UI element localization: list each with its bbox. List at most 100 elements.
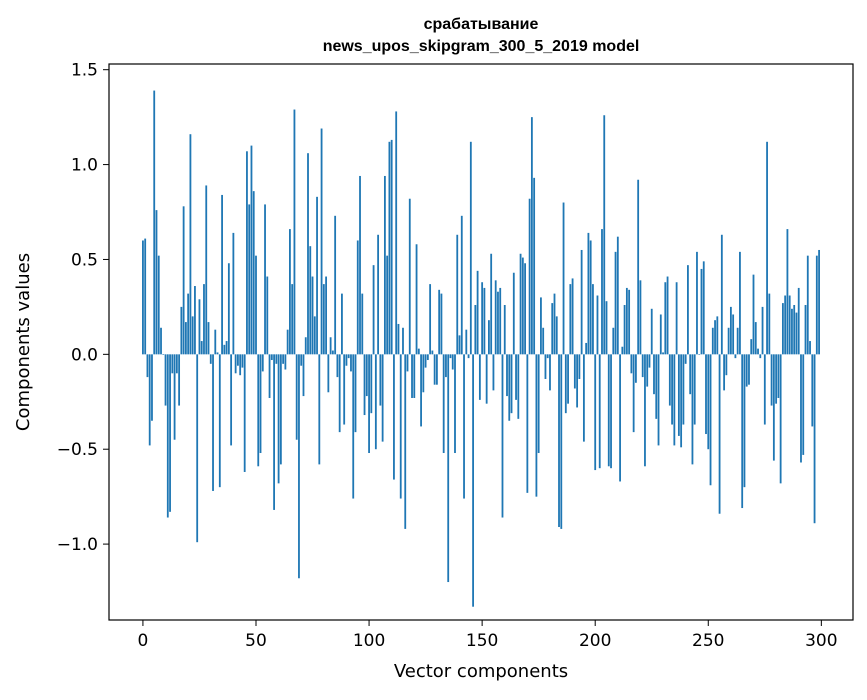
bar (266, 276, 269, 355)
bar (677, 354, 680, 436)
bar (754, 322, 757, 355)
bar (227, 263, 230, 355)
bar (594, 354, 597, 471)
bar (214, 329, 217, 355)
x-tick-label: 300 (805, 631, 837, 651)
bar (781, 303, 784, 355)
bar (757, 348, 759, 355)
bar (700, 268, 703, 355)
bar (406, 354, 409, 372)
bar (472, 354, 474, 607)
bar (671, 354, 673, 425)
bar (691, 354, 694, 465)
bar (619, 354, 621, 482)
x-tick-label: 250 (692, 631, 724, 651)
bar (587, 232, 590, 355)
bar (630, 354, 633, 374)
bar (284, 354, 287, 370)
bar (223, 344, 226, 355)
bar (286, 329, 289, 355)
bar (476, 270, 479, 355)
chart-title: срабатывание (424, 16, 539, 33)
bar (458, 335, 461, 355)
bar (601, 229, 603, 355)
bar (578, 354, 581, 379)
bar (521, 257, 524, 355)
bar (741, 354, 744, 509)
bar (784, 295, 787, 355)
bar (628, 289, 631, 355)
bar (436, 354, 438, 385)
bar (729, 306, 732, 355)
bar (207, 322, 210, 355)
bar (175, 354, 178, 374)
bar (311, 276, 314, 355)
bars-group (142, 90, 820, 607)
bar (494, 280, 497, 355)
bar (750, 339, 753, 355)
bar (187, 293, 190, 355)
bar (216, 352, 219, 355)
bar (549, 354, 551, 391)
bar (804, 305, 807, 355)
bar (363, 354, 366, 416)
bar (347, 354, 350, 359)
bar (555, 316, 558, 355)
bar (512, 272, 515, 355)
bar (182, 206, 185, 355)
bar (408, 198, 411, 355)
bar (291, 284, 294, 355)
bar (668, 354, 671, 406)
bar (173, 354, 176, 440)
bar (377, 234, 380, 355)
x-tick-label: 100 (353, 631, 385, 651)
bar (720, 234, 723, 355)
bar (759, 354, 762, 359)
bar (716, 316, 719, 355)
bar (800, 354, 802, 463)
x-axis-ticks: 0 50 100 150 200 250 300 (138, 620, 838, 651)
bar (558, 354, 560, 528)
bar (144, 238, 147, 355)
bar (725, 354, 728, 376)
bar (503, 305, 506, 355)
bar (415, 244, 418, 355)
bar (530, 117, 533, 355)
bar (171, 354, 174, 374)
bar (641, 354, 644, 378)
bar (806, 255, 809, 355)
bar (431, 350, 434, 355)
bar (273, 354, 275, 510)
bar (571, 278, 574, 355)
y-tick-label: −1.0 (57, 535, 98, 555)
bar (653, 354, 655, 395)
bar (241, 354, 244, 368)
bar (252, 191, 255, 355)
bar (447, 354, 450, 583)
bar (635, 354, 637, 383)
bar (693, 354, 696, 425)
bar (528, 198, 531, 355)
bar (499, 287, 502, 355)
y-axis-ticks: −1.0 −0.5 0.0 0.5 1.0 1.5 (57, 61, 109, 555)
bar (788, 295, 791, 355)
bar (607, 354, 610, 467)
bar (160, 327, 162, 355)
bar (304, 337, 307, 355)
bar (809, 341, 811, 355)
y-tick-label: 1.5 (71, 61, 98, 81)
bar (770, 354, 773, 406)
bar (610, 354, 612, 469)
bar (734, 354, 737, 359)
bar (497, 291, 499, 355)
bar (404, 354, 407, 529)
bar (307, 153, 309, 355)
bar (682, 354, 685, 425)
x-axis-label: Vector components (394, 661, 568, 682)
bar (164, 354, 167, 406)
bar (763, 354, 766, 425)
bar (221, 194, 223, 355)
bar (232, 232, 235, 355)
bar (779, 354, 782, 484)
